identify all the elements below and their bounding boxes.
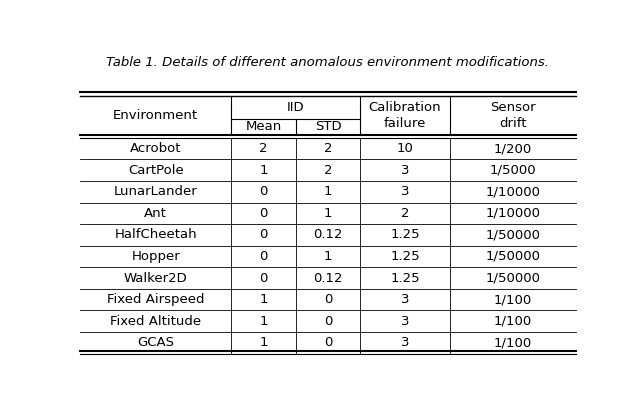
Text: Environment: Environment — [113, 109, 198, 122]
Text: 1: 1 — [259, 164, 268, 177]
Text: STD: STD — [315, 120, 341, 133]
Text: 0: 0 — [259, 272, 268, 284]
Text: 3: 3 — [401, 336, 409, 349]
Text: 1/10000: 1/10000 — [485, 207, 540, 220]
Text: 1/100: 1/100 — [493, 336, 532, 349]
Text: Hopper: Hopper — [131, 250, 180, 263]
Text: 1/100: 1/100 — [493, 315, 532, 328]
Text: 1: 1 — [324, 250, 332, 263]
Text: 1/200: 1/200 — [493, 142, 532, 155]
Text: 2: 2 — [324, 142, 332, 155]
Text: 0: 0 — [324, 336, 332, 349]
Text: 1/50000: 1/50000 — [485, 228, 540, 241]
Text: Mean: Mean — [245, 120, 282, 133]
Text: LunarLander: LunarLander — [114, 185, 198, 198]
Text: 1/50000: 1/50000 — [485, 250, 540, 263]
Text: HalfCheetah: HalfCheetah — [115, 228, 197, 241]
Text: 1/10000: 1/10000 — [485, 185, 540, 198]
Text: Calibration
failure: Calibration failure — [369, 101, 441, 130]
Text: 1.25: 1.25 — [390, 228, 420, 241]
Text: 2: 2 — [401, 207, 409, 220]
Text: 1: 1 — [324, 207, 332, 220]
Text: 3: 3 — [401, 185, 409, 198]
Text: 0: 0 — [324, 315, 332, 328]
Text: 0: 0 — [259, 185, 268, 198]
Text: 0: 0 — [259, 228, 268, 241]
Text: 0.12: 0.12 — [313, 228, 343, 241]
Text: 3: 3 — [401, 315, 409, 328]
Text: Sensor
drift: Sensor drift — [490, 101, 536, 130]
Text: IID: IID — [287, 101, 305, 114]
Text: Walker2D: Walker2D — [124, 272, 188, 284]
Text: 2: 2 — [259, 142, 268, 155]
Text: 1: 1 — [259, 336, 268, 349]
Text: 2: 2 — [324, 164, 332, 177]
Text: 1/50000: 1/50000 — [485, 272, 540, 284]
Text: 1/5000: 1/5000 — [490, 164, 536, 177]
Text: 1.25: 1.25 — [390, 250, 420, 263]
Text: Ant: Ant — [144, 207, 167, 220]
Text: 3: 3 — [401, 164, 409, 177]
Text: 0: 0 — [259, 207, 268, 220]
Text: Acrobot: Acrobot — [130, 142, 181, 155]
Text: Fixed Airspeed: Fixed Airspeed — [107, 293, 204, 306]
Text: Table 1. Details of different anomalous environment modifications.: Table 1. Details of different anomalous … — [106, 55, 550, 69]
Text: CartPole: CartPole — [128, 164, 184, 177]
Text: 10: 10 — [396, 142, 413, 155]
Text: 3: 3 — [401, 293, 409, 306]
Text: 1: 1 — [259, 293, 268, 306]
Text: 0: 0 — [259, 250, 268, 263]
Text: GCAS: GCAS — [137, 336, 174, 349]
Text: Fixed Altitude: Fixed Altitude — [110, 315, 201, 328]
Text: 1/100: 1/100 — [493, 293, 532, 306]
Text: 1: 1 — [259, 315, 268, 328]
Text: 1.25: 1.25 — [390, 272, 420, 284]
Text: 0: 0 — [324, 293, 332, 306]
Text: 0.12: 0.12 — [313, 272, 343, 284]
Text: 1: 1 — [324, 185, 332, 198]
